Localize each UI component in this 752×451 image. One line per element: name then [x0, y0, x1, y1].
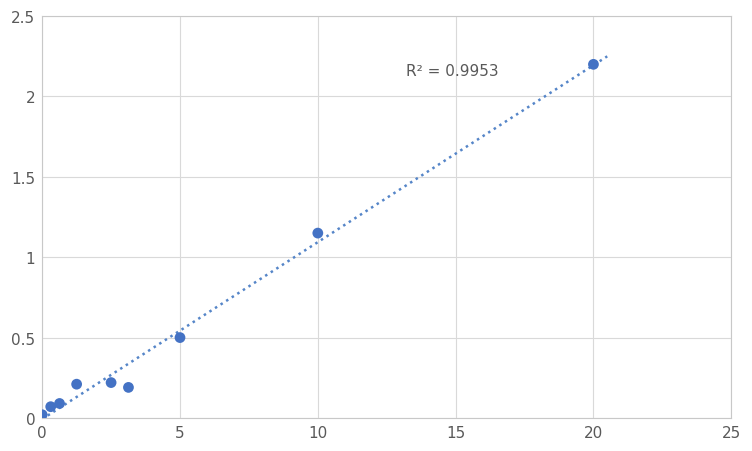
Point [53, 400, 65, 407]
Point [123, 384, 135, 391]
Point [312, 230, 324, 237]
Point [36, 411, 48, 419]
Point [71, 381, 83, 388]
Point [105, 379, 117, 387]
Text: R² = 0.9953: R² = 0.9953 [406, 64, 499, 79]
Point [587, 62, 599, 69]
Point [174, 334, 186, 341]
Point [44, 403, 56, 410]
